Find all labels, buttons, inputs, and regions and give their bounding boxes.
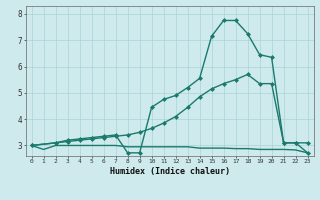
- X-axis label: Humidex (Indice chaleur): Humidex (Indice chaleur): [109, 167, 230, 176]
